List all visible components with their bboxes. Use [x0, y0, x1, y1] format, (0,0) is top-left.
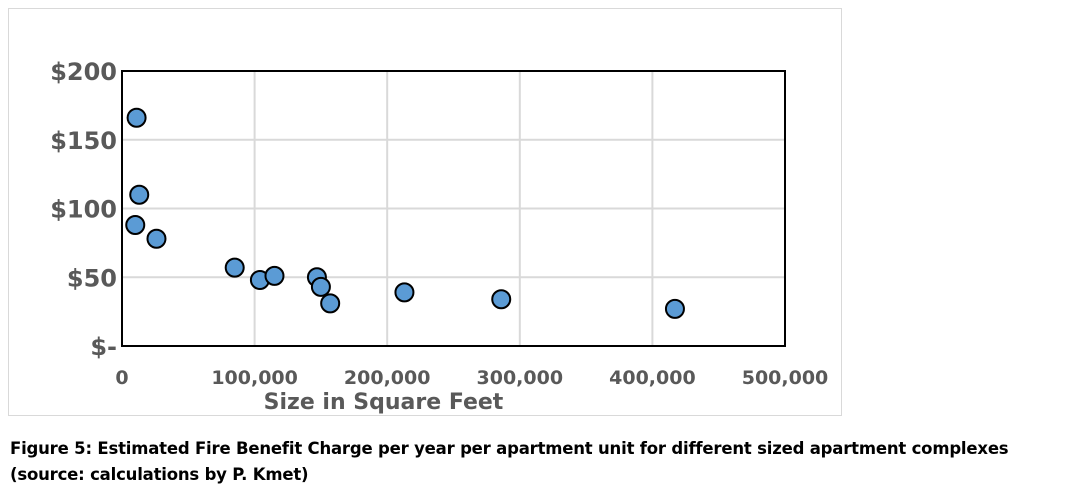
y-tick-label: $200 — [50, 58, 117, 86]
data-point — [664, 298, 685, 319]
x-tick-label: 100,000 — [211, 367, 298, 389]
x-tick-label: 200,000 — [344, 367, 431, 389]
data-point — [310, 276, 331, 297]
scatter-chart: 0 100,000 200,000 300,000 400,000 500,000 $-$… — [50, 58, 828, 415]
y-tick-label: $150 — [50, 127, 117, 155]
x-axis-title: Size in Square Feet — [264, 390, 504, 415]
data-point — [129, 184, 150, 205]
x-axis-ticks: 0 100,000 200,000 300,000 400,000 500,000 — [115, 367, 828, 389]
x-tick-label: 400,000 — [609, 367, 696, 389]
y-tick-label: $100 — [50, 196, 117, 224]
y-axis-ticks: $- $50 $100 $150 $200 — [50, 58, 117, 361]
y-tick-label: $- — [90, 333, 117, 361]
data-point — [224, 257, 245, 278]
chart-frame: 0 100,000 200,000 300,000 400,000 500,000 $- $… — [8, 8, 842, 416]
x-tick-label: 0 — [115, 367, 128, 389]
data-point — [126, 107, 147, 128]
data-point — [491, 289, 512, 310]
x-tick-label: 500,000 — [742, 367, 829, 389]
figure-caption: Figure 5: Estimated Fire Benefit Charge … — [10, 439, 1009, 484]
data-point — [146, 228, 167, 249]
plot-area-border — [121, 70, 786, 347]
data-point — [320, 293, 341, 314]
y-tick-label: $50 — [67, 264, 117, 292]
data-point — [264, 265, 285, 286]
x-tick-label: 300,000 — [477, 367, 564, 389]
data-point — [394, 282, 415, 303]
data-points — [125, 107, 685, 319]
data-point — [125, 215, 146, 235]
grid-lines — [122, 71, 785, 346]
